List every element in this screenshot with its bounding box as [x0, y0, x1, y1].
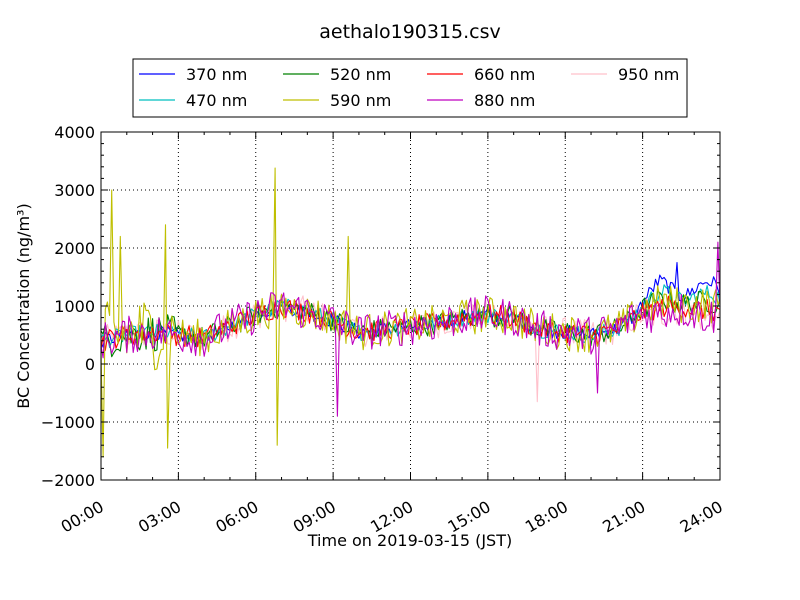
y-tick-label: 3000 — [54, 181, 95, 200]
y-tick-label: 4000 — [54, 123, 95, 142]
legend-label: 660 nm — [474, 65, 535, 84]
y-tick-label: 0 — [85, 355, 95, 374]
legend-label: 590 nm — [330, 91, 391, 110]
chart-title: aethalo190315.csv — [319, 21, 501, 43]
x-axis-label: Time on 2019-03-15 (JST) — [307, 531, 512, 550]
legend-label: 470 nm — [186, 91, 247, 110]
legend-label: 520 nm — [330, 65, 391, 84]
legend-box — [132, 58, 688, 118]
x-tick-label: 06:00 — [212, 497, 261, 537]
plot-lines — [100, 167, 721, 458]
x-tick-label: 24:00 — [677, 497, 726, 537]
legend-label: 880 nm — [474, 91, 535, 110]
y-tick-label: 2000 — [54, 239, 95, 258]
legend-label: 950 nm — [618, 65, 679, 84]
y-tick-label: −2000 — [41, 471, 95, 490]
x-tick-label: 21:00 — [599, 497, 648, 537]
y-tick-label: 1000 — [54, 297, 95, 316]
x-tick-label: 18:00 — [522, 497, 571, 537]
series-line-880-nm — [100, 241, 721, 417]
legend-label: 370 nm — [186, 65, 247, 84]
x-tick-label: 00:00 — [58, 497, 107, 537]
legend: 370 nm 470 nm 520 nm 590 nm 660 nm 880 nm 950 … — [132, 58, 688, 118]
y-axis-label: BC Concentration (ng/m³) — [14, 203, 33, 408]
x-tick-label: 03:00 — [135, 497, 184, 537]
series-line-590-nm — [100, 167, 721, 458]
y-tick-label: −1000 — [41, 413, 95, 432]
